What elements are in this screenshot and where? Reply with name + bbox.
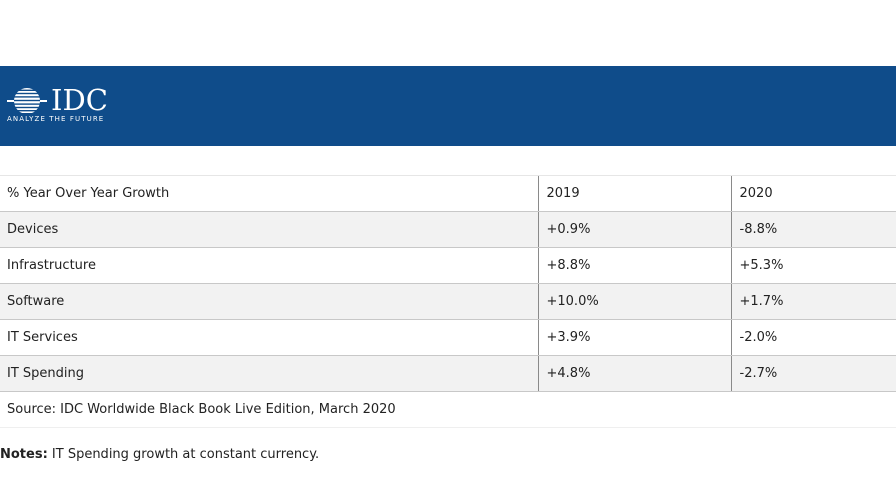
row-label-cell: Software xyxy=(0,283,538,320)
table-header-row: % Year Over Year Growth 2019 2020 xyxy=(0,175,896,212)
table-source-row: Source: IDC Worldwide Black Book Live Ed… xyxy=(0,391,896,428)
row-label-cell: Devices xyxy=(0,211,538,248)
header-2020-cell: 2020 xyxy=(730,175,896,212)
table-row: Devices +0.9% -8.8% xyxy=(0,211,896,248)
logo-tagline: ANALYZE THE FUTURE xyxy=(7,115,105,123)
header-label-cell: % Year Over Year Growth xyxy=(0,175,538,212)
globe-lines-icon xyxy=(7,88,47,113)
notes-line: Notes: IT Spending growth at constant cu… xyxy=(0,447,319,462)
row-label-cell: Infrastructure xyxy=(0,247,538,284)
row-label-cell: IT Spending xyxy=(0,355,538,392)
table-row: Infrastructure +8.8% +5.3% xyxy=(0,247,896,284)
notes-label: Notes: xyxy=(0,447,48,462)
row-label-cell: IT Services xyxy=(0,319,538,356)
row-2020-cell: -8.8% xyxy=(730,211,896,248)
row-2020-cell: -2.0% xyxy=(730,319,896,356)
row-2019-cell: +4.8% xyxy=(537,355,731,392)
source-citation: Source: IDC Worldwide Black Book Live Ed… xyxy=(0,391,896,428)
table-row: IT Spending +4.8% -2.7% xyxy=(0,355,896,392)
growth-table: % Year Over Year Growth 2019 2020 Device… xyxy=(0,175,896,428)
table-row: IT Services +3.9% -2.0% xyxy=(0,319,896,356)
row-2020-cell: -2.7% xyxy=(730,355,896,392)
header-2019-cell: 2019 xyxy=(537,175,731,212)
idc-logo: IDC ANALYZE THE FUTURE xyxy=(7,83,117,127)
row-2020-cell: +1.7% xyxy=(730,283,896,320)
row-2019-cell: +10.0% xyxy=(537,283,731,320)
row-2019-cell: +8.8% xyxy=(537,247,731,284)
notes-text: IT Spending growth at constant currency. xyxy=(47,447,320,462)
row-2019-cell: +0.9% xyxy=(537,211,731,248)
row-2019-cell: +3.9% xyxy=(537,319,731,356)
row-2020-cell: +5.3% xyxy=(730,247,896,284)
logo-wordmark: IDC xyxy=(51,83,108,117)
header-banner: IDC ANALYZE THE FUTURE xyxy=(0,66,896,146)
table-row: Software +10.0% +1.7% xyxy=(0,283,896,320)
